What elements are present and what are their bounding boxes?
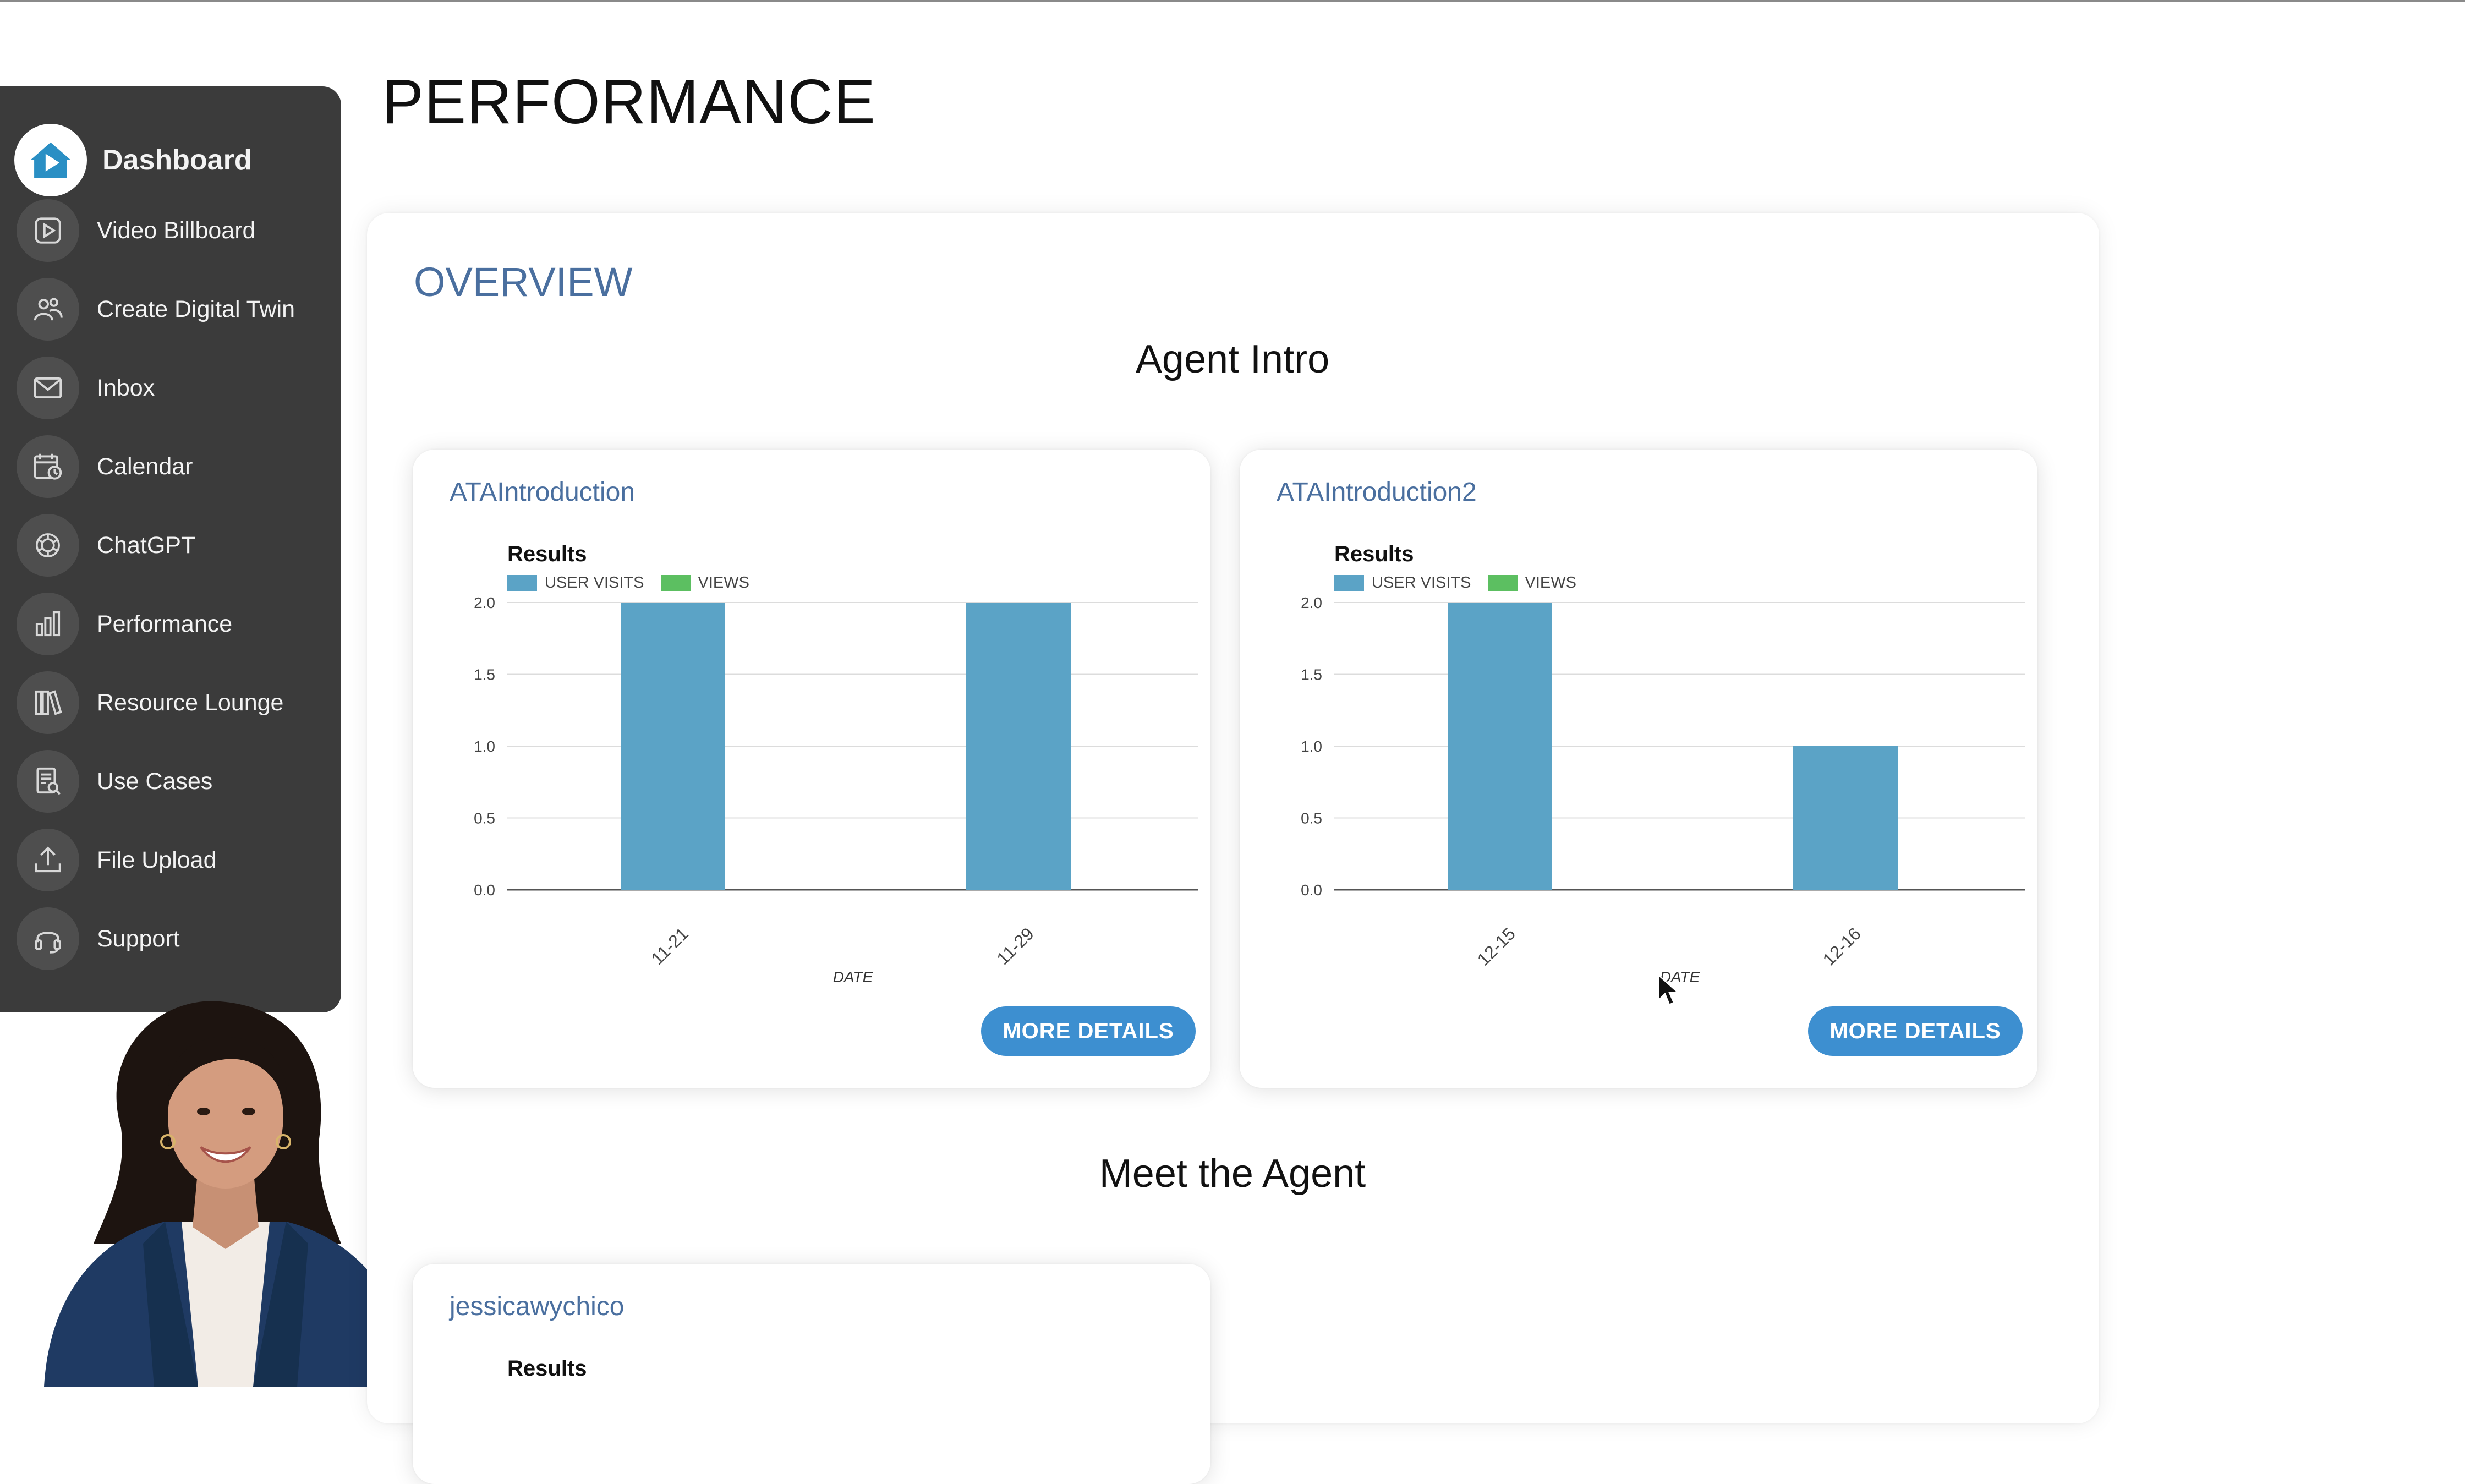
y-tick-label: 0.5	[1301, 810, 1322, 827]
legend-swatch-views	[1487, 575, 1518, 591]
overview-heading: OVERVIEW	[414, 259, 633, 305]
sidebar-item-label: Dashboard	[102, 144, 252, 176]
chart-title: Results	[507, 542, 587, 566]
y-tick-label: 0.0	[474, 881, 495, 899]
x-axis-label: DATE	[833, 968, 873, 985]
bar-user-visits	[966, 603, 1071, 890]
books-icon	[17, 671, 79, 734]
house-play-logo-icon	[14, 124, 87, 196]
y-tick-label: 0.0	[1301, 881, 1322, 899]
results-bar-chart: 0.0 0.5 1.0 1.5 2.0 11-21 11-29 DATE	[474, 594, 1198, 985]
sidebar-item-video-billboard[interactable]: Video Billboard	[0, 196, 341, 265]
sidebar: Dashboard Video Billboard Create Digital…	[0, 86, 341, 1012]
sidebar-item-support[interactable]: Support	[0, 905, 341, 973]
bar-user-visits	[1793, 746, 1898, 890]
section-title-meet-the-agent: Meet the Agent	[1099, 1152, 1366, 1196]
document-search-icon	[17, 750, 79, 813]
headset-icon	[17, 907, 79, 970]
chart-card-ataintroduction: 0.0 0.5 1.0 1.5 2.0 11-21 11-29 DATE ATAIntrodu…	[413, 450, 1210, 1088]
sidebar-item-create-digital-twin[interactable]: Create Digital Twin	[0, 275, 341, 343]
sidebar-item-chatgpt[interactable]: ChatGPT	[0, 511, 341, 579]
y-tick-label: 1.0	[1301, 738, 1322, 755]
card-title: jessicawychico	[450, 1292, 625, 1321]
legend-label-user-visits: USER VISITS	[1372, 574, 1471, 592]
sidebar-item-resource-lounge[interactable]: Resource Lounge	[0, 669, 341, 737]
sidebar-item-use-cases[interactable]: Use Cases	[0, 747, 341, 815]
bar-chart-icon	[17, 593, 79, 655]
sidebar-item-file-upload[interactable]: File Upload	[0, 826, 341, 894]
envelope-icon	[17, 357, 79, 419]
y-tick-label: 1.5	[474, 666, 495, 683]
y-tick-label: 0.5	[474, 810, 495, 827]
sidebar-item-label: Support	[97, 925, 180, 952]
video-play-icon	[17, 199, 79, 262]
y-tick-label: 2.0	[1301, 594, 1322, 611]
chart-card-ataintroduction2: 0.0 0.5 1.0 1.5 2.0 12-15 12-16 DATE ATAIntrodu…	[1240, 450, 2037, 1088]
legend-swatch-user-visits	[1334, 575, 1364, 591]
page-title: PERFORMANCE	[382, 67, 876, 137]
people-icon	[17, 278, 79, 341]
legend-swatch-user-visits	[507, 575, 537, 591]
presenter-avatar	[33, 985, 418, 1387]
sidebar-item-label: Resource Lounge	[97, 689, 284, 716]
sidebar-item-label: Inbox	[97, 374, 155, 401]
upload-icon	[17, 829, 79, 891]
y-tick-label: 2.0	[474, 594, 495, 611]
mouse-cursor-icon	[1657, 974, 1679, 1006]
chart-card-jessicawychico: jessicawychico Results	[413, 1264, 1210, 1484]
legend-label-user-visits: USER VISITS	[545, 574, 644, 592]
more-details-button[interactable]: MORE DETAILS	[981, 1006, 1196, 1056]
section-title-agent-intro: Agent Intro	[1135, 337, 1330, 381]
bar-user-visits	[1448, 603, 1552, 890]
chart-legend: USER VISITS VIEWS	[507, 574, 766, 592]
x-tick-label: 12-16	[1819, 923, 1865, 969]
card-title: ATAIntroduction2	[1277, 478, 1477, 507]
calendar-clock-icon	[17, 435, 79, 498]
chart-title: Results	[507, 1356, 587, 1381]
x-tick-label: 12-15	[1473, 923, 1519, 969]
sidebar-item-calendar[interactable]: Calendar	[0, 432, 341, 501]
sidebar-item-label: Create Digital Twin	[97, 295, 295, 322]
y-tick-label: 1.5	[1301, 666, 1322, 683]
more-details-button[interactable]: MORE DETAILS	[1808, 1006, 2023, 1056]
legend-swatch-views	[660, 575, 691, 591]
sidebar-item-inbox[interactable]: Inbox	[0, 354, 341, 422]
legend-label-views: VIEWS	[698, 574, 749, 592]
x-tick-label: 11-29	[993, 923, 1038, 968]
chart-legend: USER VISITS VIEWS	[1334, 574, 1593, 592]
sidebar-item-label: Performance	[97, 610, 233, 637]
legend-label-views: VIEWS	[1525, 574, 1576, 592]
sidebar-item-label: Calendar	[97, 453, 193, 480]
chatgpt-icon	[17, 514, 79, 577]
x-tick-label: 11-21	[647, 923, 692, 968]
y-tick-label: 1.0	[474, 738, 495, 755]
sidebar-item-label: ChatGPT	[97, 532, 196, 558]
top-border	[0, 0, 2465, 2]
chart-title: Results	[1334, 542, 1414, 566]
sidebar-item-dashboard[interactable]: Dashboard	[0, 116, 341, 204]
sidebar-item-label: File Upload	[97, 846, 217, 873]
bar-user-visits	[621, 603, 725, 890]
sidebar-item-label: Use Cases	[97, 768, 213, 795]
card-title: ATAIntroduction	[450, 478, 636, 507]
sidebar-item-label: Video Billboard	[97, 217, 256, 244]
sidebar-item-performance[interactable]: Performance	[0, 590, 341, 658]
